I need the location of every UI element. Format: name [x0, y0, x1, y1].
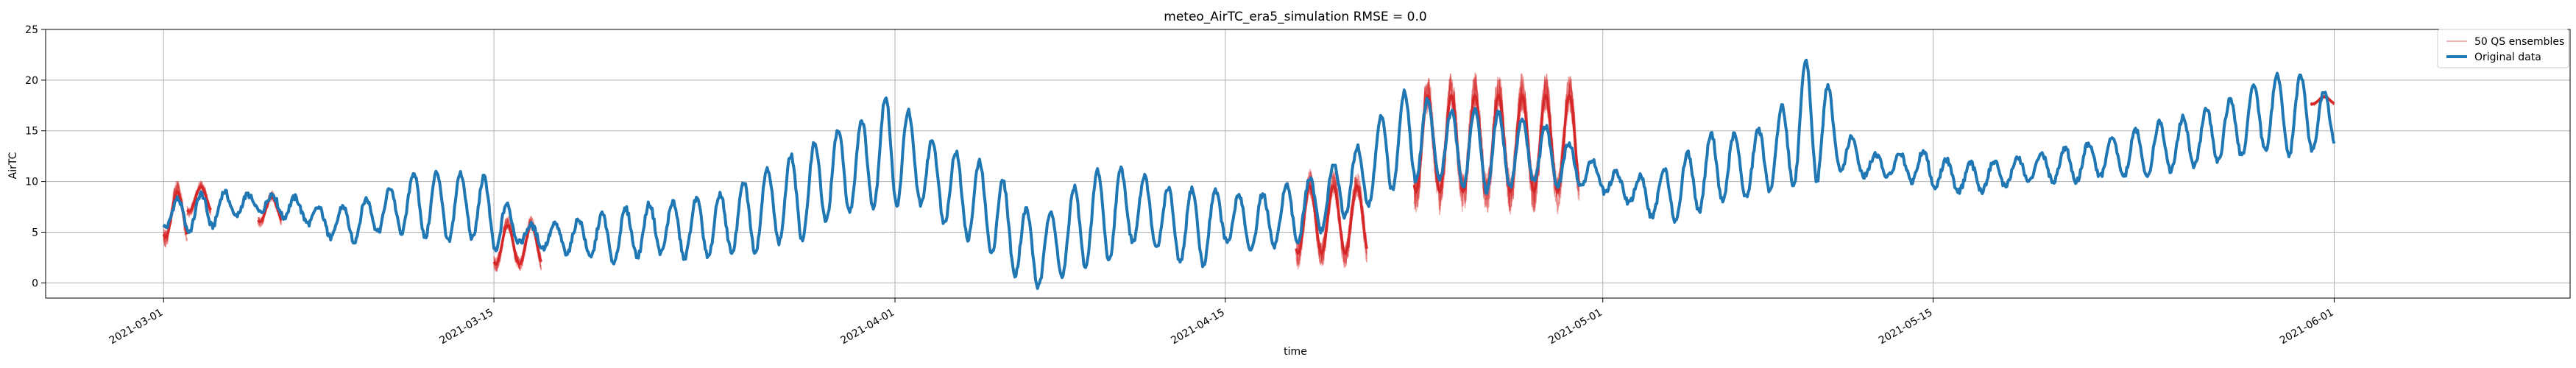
- x-axis-label: time: [1284, 346, 1307, 358]
- x-tick-label: 2021-04-01: [839, 307, 896, 347]
- y-tick-label: 10: [25, 177, 38, 188]
- y-tick-label: 0: [32, 277, 38, 289]
- y-tick-label: 15: [25, 126, 38, 138]
- chart-title: meteo_AirTC_era5_simulation RMSE = 0.0: [1164, 10, 1426, 24]
- ensemble-median-line: [185, 185, 212, 213]
- series-original-line: [162, 58, 2336, 290]
- plot-frame: [45, 29, 2571, 299]
- x-tick-label: 2021-04-15: [1169, 307, 1226, 347]
- y-tick-label: 5: [32, 227, 38, 238]
- x-tick-label: 2021-03-15: [438, 307, 495, 347]
- legend-frame: [2437, 29, 2569, 68]
- x-tick-label: 2021-05-15: [1877, 307, 1934, 347]
- legend: 50 QS ensembles Original data: [2437, 29, 2569, 68]
- x-tick-label: 2021-03-01: [107, 307, 165, 347]
- y-axis-label: AirTC: [7, 152, 19, 179]
- legend-label-original: Original data: [2474, 52, 2541, 63]
- y-tick-label: 20: [25, 75, 38, 87]
- original-layer: [162, 58, 2336, 290]
- ensemble-segment: [1412, 72, 1581, 216]
- ensemble-median-line: [1412, 93, 1581, 194]
- x-tick-label: 2021-05-01: [1546, 307, 1604, 347]
- y-tick-label: 25: [25, 24, 38, 36]
- axes: 0 5 10 15 20 25 2021-03-01 2021-03-15 2021-04-01…: [25, 24, 2571, 347]
- x-tick-label: 2021-06-01: [2278, 307, 2335, 347]
- legend-label-ensembles: 50 QS ensembles: [2474, 36, 2564, 48]
